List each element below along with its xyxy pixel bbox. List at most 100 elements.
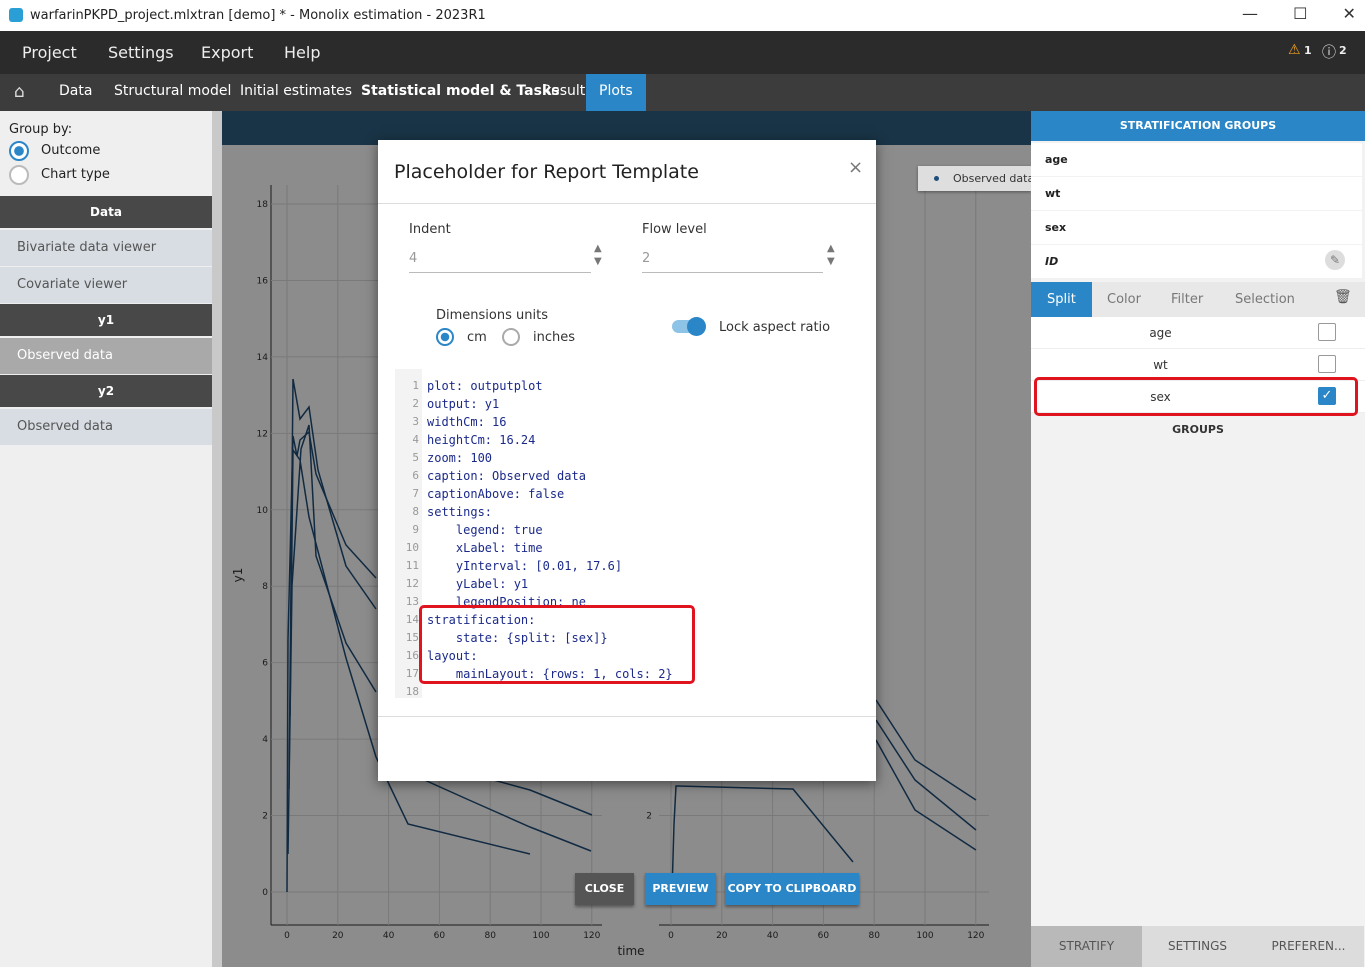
nav-item[interactable]: Bivariate data viewer [0,230,212,266]
radio-label: cm [467,330,487,345]
nav-item[interactable]: Observed data [0,338,212,374]
groups-label: GROUPS [1031,423,1365,436]
code-line: captionAbove: false [427,487,564,501]
bottom-tab[interactable]: STRATIFY [1031,926,1142,967]
nav-tab[interactable]: Statistical model & Tasks [361,74,560,111]
indent-label: Indent [409,222,451,237]
flow-input[interactable]: 2 [642,251,823,273]
close-button[interactable]: CLOSE [575,873,634,905]
radio-label: Outcome [41,143,100,158]
nav-tab[interactable]: Plots [586,74,646,111]
window-title: warfarinPKPD_project.mlxtran [demo] * - … [30,8,486,23]
checkbox[interactable] [1318,323,1336,341]
line-number: 3 [395,415,419,428]
line-number: 6 [395,469,419,482]
group-row[interactable]: age [1031,143,1362,176]
warning-icon: ⚠ [1288,42,1301,58]
code-line: heightCm: 16.24 [427,433,535,447]
modal-close[interactable]: × [848,157,863,178]
trash-icon[interactable]: 🗑 [1334,289,1352,305]
checkbox[interactable] [1318,355,1336,373]
edit-icon[interactable]: ✎ [1325,250,1345,270]
section-header: y1 [0,304,212,336]
group-row[interactable]: ID [1031,245,1362,278]
group-row[interactable]: wt [1031,177,1362,210]
line-number: 17 [395,667,419,680]
stratify-tab[interactable]: Selection [1219,282,1311,318]
radio[interactable] [9,165,29,185]
code-line: yLabel: y1 [427,577,528,591]
divider [378,716,876,717]
nav-tab[interactable]: Initial estimates [240,74,352,111]
app-icon [9,8,23,22]
dimensions-label: Dimensions units [436,308,548,323]
line-number: 8 [395,505,419,518]
nav-item[interactable]: Covariate viewer [0,267,212,303]
code-line: yInterval: [0.01, 17.6] [427,559,622,573]
menu-bar: Project Settings Export Help ⚠1 ⓘ2 [0,31,1365,74]
left-panel: Group by:OutcomeChart typeDataBivariate … [0,111,212,967]
bottom-tab[interactable]: SETTINGS [1142,926,1253,967]
bottom-tab[interactable]: PREFEREN... [1253,926,1364,967]
code-line: caption: Observed data [427,469,586,483]
code-line: settings: [427,505,492,519]
section-header: Data [0,196,212,228]
lock-label: Lock aspect ratio [719,320,830,335]
line-number: 15 [395,631,419,644]
stratify-tab[interactable]: Color [1091,282,1157,318]
line-number: 16 [395,649,419,662]
flow-label: Flow level [642,222,707,237]
group-row[interactable]: sex [1031,211,1362,244]
line-number: 5 [395,451,419,464]
nav-tab[interactable]: Data [59,74,92,111]
menu-item[interactable]: Export [201,43,253,62]
nav-item[interactable]: Observed data [0,409,212,445]
highlight-box [419,605,695,684]
info-count[interactable]: 2 [1339,44,1347,57]
nav-tab[interactable]: Structural model [114,74,231,111]
split-label: wt [1031,358,1290,372]
spinner[interactable]: ▲▼ [827,242,835,268]
tab-bar: ⌂ Data Structural modelInitial estimatesS… [0,74,1365,111]
scroll-gutter [212,111,222,967]
modal: Placeholder for Report Template × Indent… [378,140,876,781]
indent-input[interactable]: 4 [409,251,591,273]
stratify-tab[interactable]: Split [1031,282,1092,318]
radio-label: inches [533,330,575,345]
radio-checked[interactable] [436,328,454,346]
legend-dot [934,176,939,181]
title-bar: warfarinPKPD_project.mlxtran [demo] * - … [0,0,1365,32]
legend: Observed data [918,166,1031,191]
legend-label: Observed data [953,172,1034,185]
code-line: output: y1 [427,397,499,411]
stratify-tab[interactable]: Filter [1155,282,1219,318]
warning-count[interactable]: 1 [1304,44,1312,57]
panel-header: STRATIFICATION GROUPS [1031,111,1365,141]
line-number: 14 [395,613,419,626]
menu-item[interactable]: Help [284,43,320,62]
line-number: 9 [395,523,419,536]
code-line: legend: true [427,523,543,537]
code-line: plot: outputplot [427,379,543,393]
line-number: 10 [395,541,419,554]
menu-item[interactable]: Project [22,43,77,62]
home-icon[interactable]: ⌂ [14,82,25,102]
modal-title: Placeholder for Report Template [394,161,699,183]
line-number: 2 [395,397,419,410]
highlight-box [1034,377,1358,416]
info-icon: ⓘ [1322,42,1336,62]
window-controls[interactable]: — ☐ ✕ [1242,4,1356,23]
radio[interactable] [502,328,520,346]
preview-button[interactable]: PREVIEW [645,873,716,905]
code-line: widthCm: 16 [427,415,506,429]
line-number: 1 [395,379,419,392]
toggle-knob [687,317,706,336]
line-number: 12 [395,577,419,590]
nav-tab[interactable]: Results [542,74,593,111]
split-label: age [1031,326,1290,340]
radio[interactable] [9,141,29,161]
copy-button[interactable]: COPY TO CLIPBOARD [725,873,859,905]
menu-item[interactable]: Settings [108,43,174,62]
spinner[interactable]: ▲▼ [594,242,602,268]
